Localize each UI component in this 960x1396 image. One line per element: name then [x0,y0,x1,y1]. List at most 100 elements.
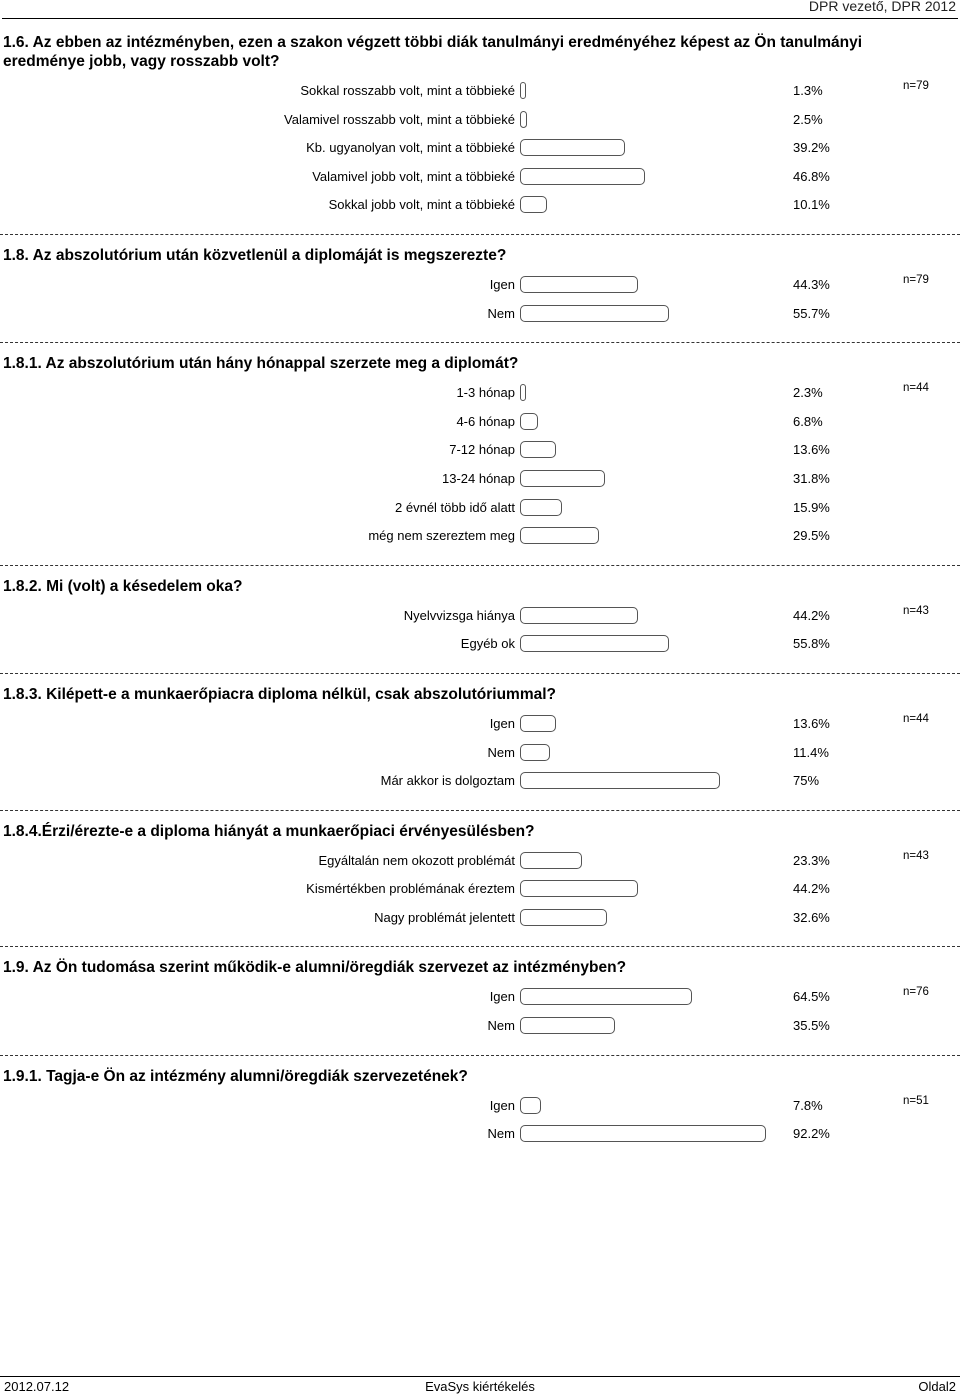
footer-center: EvaSys kiértékelés [425,1379,535,1394]
percentage-bar [520,606,638,624]
answer-row: Nagy problémát jelentett 32.6% [0,906,960,935]
percentage-bar [520,196,547,214]
percentage-bar [520,714,557,732]
percentage-bar [520,988,693,1006]
answer-row: Sokkal jobb volt, mint a többieké 10.1% [0,193,960,222]
answer-percentage: 55.7% [793,305,830,321]
percentage-bar [520,110,527,128]
percentage-bar [520,851,583,869]
bar-track [520,527,770,545]
question-title: 1.8.4.Érzi/érezte-e a diploma hiányát a … [3,822,535,840]
answer-row: Egyéb ok 55.8% [0,632,960,661]
question-title: 1.9. Az Ön tudomása szerint működik-e al… [3,959,627,977]
answer-row: Nem 92.2% [0,1122,960,1151]
answer-label: Nem [487,1126,515,1142]
bar-track [520,139,770,157]
question-section: 1.6. Az ebben az intézményben, ezen a sz… [0,22,960,235]
respondent-count: n=43 [903,849,929,862]
answer-percentage: 55.8% [793,636,830,652]
answer-row: Igen 13.6% [0,712,960,741]
percentage-bar [520,498,563,516]
bar-track [520,988,770,1006]
question-section: 1.9.1. Tagja-e Ön az intézmény alumni/ör… [0,1056,960,1151]
section-divider [0,672,960,674]
respondent-count: n=76 [903,986,929,999]
percentage-bar [520,635,669,653]
answer-percentage: 29.5% [793,528,830,544]
respondent-count: n=79 [903,80,929,92]
answer-list: n=43 Egyáltalán nem okozott problémát 23.3… [0,849,960,935]
percentage-bar [520,743,551,761]
answer-percentage: 64.5% [793,989,830,1005]
percentage-bar [520,82,526,99]
answer-percentage: 13.6% [793,442,830,458]
answer-row: Nyelvvizsga hiánya 44.2% [0,604,960,633]
answer-row: Kismértékben problémának éreztem 44.2% [0,877,960,906]
answer-row: Igen 64.5% [0,985,960,1014]
bar-track [520,606,770,624]
percentage-bar [520,412,539,430]
question-section: 1.8.3. Kilépett-e a munkaerőpiacra diplo… [0,674,960,811]
percentage-bar [520,167,645,185]
section-divider [0,342,960,344]
question-section: 1.8.2. Mi (volt) a késedelem oka? n=43 Nye… [0,566,960,674]
answer-row: Nem 11.4% [0,741,960,770]
question-title: 1.8.1. Az abszolutórium után hány hónapp… [3,355,519,373]
answer-label: Nagy problémát jelentett [374,909,515,925]
answer-row: Nem 35.5% [0,1014,960,1043]
answer-percentage: 46.8% [793,168,830,184]
question-section: 1.8.4.Érzi/érezte-e a diploma hiányát a … [0,811,960,948]
report-header: DPR vezető, DPR 2012 [808,0,956,14]
answer-percentage: 92.2% [793,1126,830,1142]
section-divider [0,1054,960,1056]
question-title: 1.6. Az ebben az intézményben, ezen a sz… [3,34,863,70]
bar-track [520,167,770,185]
answer-label: Kismértékben problémának éreztem [306,881,515,897]
answer-row: Igen 7.8% [0,1094,960,1123]
bar-track [520,441,770,459]
answer-label: Igen [489,989,515,1005]
question-section: 1.8. Az abszolutórium után közvetlenül a… [0,235,960,344]
answer-percentage: 1.3% [793,83,823,98]
answer-label: 7-12 hónap [449,442,515,458]
answer-label: Nem [487,744,515,760]
respondent-count: n=44 [903,712,929,725]
answer-label: 13-24 hónap [441,470,515,486]
answer-label: Nem [487,305,515,321]
bar-track [520,1017,770,1035]
answer-row: még nem szereztem meg 29.5% [0,524,960,553]
footer-page: Oldal2 [918,1379,956,1394]
answer-row: 1-3 hónap 2.3% [0,381,960,410]
respondent-count: n=43 [903,604,929,617]
question-title: 1.9.1. Tagja-e Ön az intézmény alumni/ör… [3,1067,468,1085]
answer-label: Nem [487,1018,515,1034]
bar-track [520,1125,770,1143]
bar-track [520,880,770,898]
answer-label: Egyáltalán nem okozott problémát [318,852,515,868]
answer-percentage: 32.6% [793,909,830,925]
answer-percentage: 15.9% [793,499,830,515]
question-section: 1.9. Az Ön tudomása szerint működik-e al… [0,947,960,1056]
percentage-bar [520,441,557,459]
percentage-bar [520,527,599,545]
bar-track [520,304,770,322]
answer-percentage: 75% [793,773,820,789]
percentage-bar [520,1017,615,1035]
answer-percentage: 11.4% [793,744,829,760]
respondent-count: n=44 [903,382,929,395]
bar-track [520,743,770,761]
answer-row: 2 évnél több idő alatt 15.9% [0,496,960,525]
percentage-bar [520,469,605,487]
answer-label: Kb. ugyanolyan volt, mint a többieké [306,140,515,156]
answer-percentage: 31.8% [793,470,830,486]
answer-label: 1-3 hónap [456,385,515,401]
answer-percentage: 44.2% [793,881,830,897]
answer-row: Sokkal rosszabb volt, mint a többieké 1.3… [0,79,960,108]
answer-percentage: 13.6% [793,715,830,731]
section-divider [0,946,960,948]
percentage-bar [520,139,625,157]
percentage-bar [520,304,669,322]
bar-track [520,908,770,926]
percentage-bar [520,1096,541,1114]
answer-list: n=44 Igen 13.6% Nem 11.4% Már akkor is dolgoz… [0,712,960,798]
